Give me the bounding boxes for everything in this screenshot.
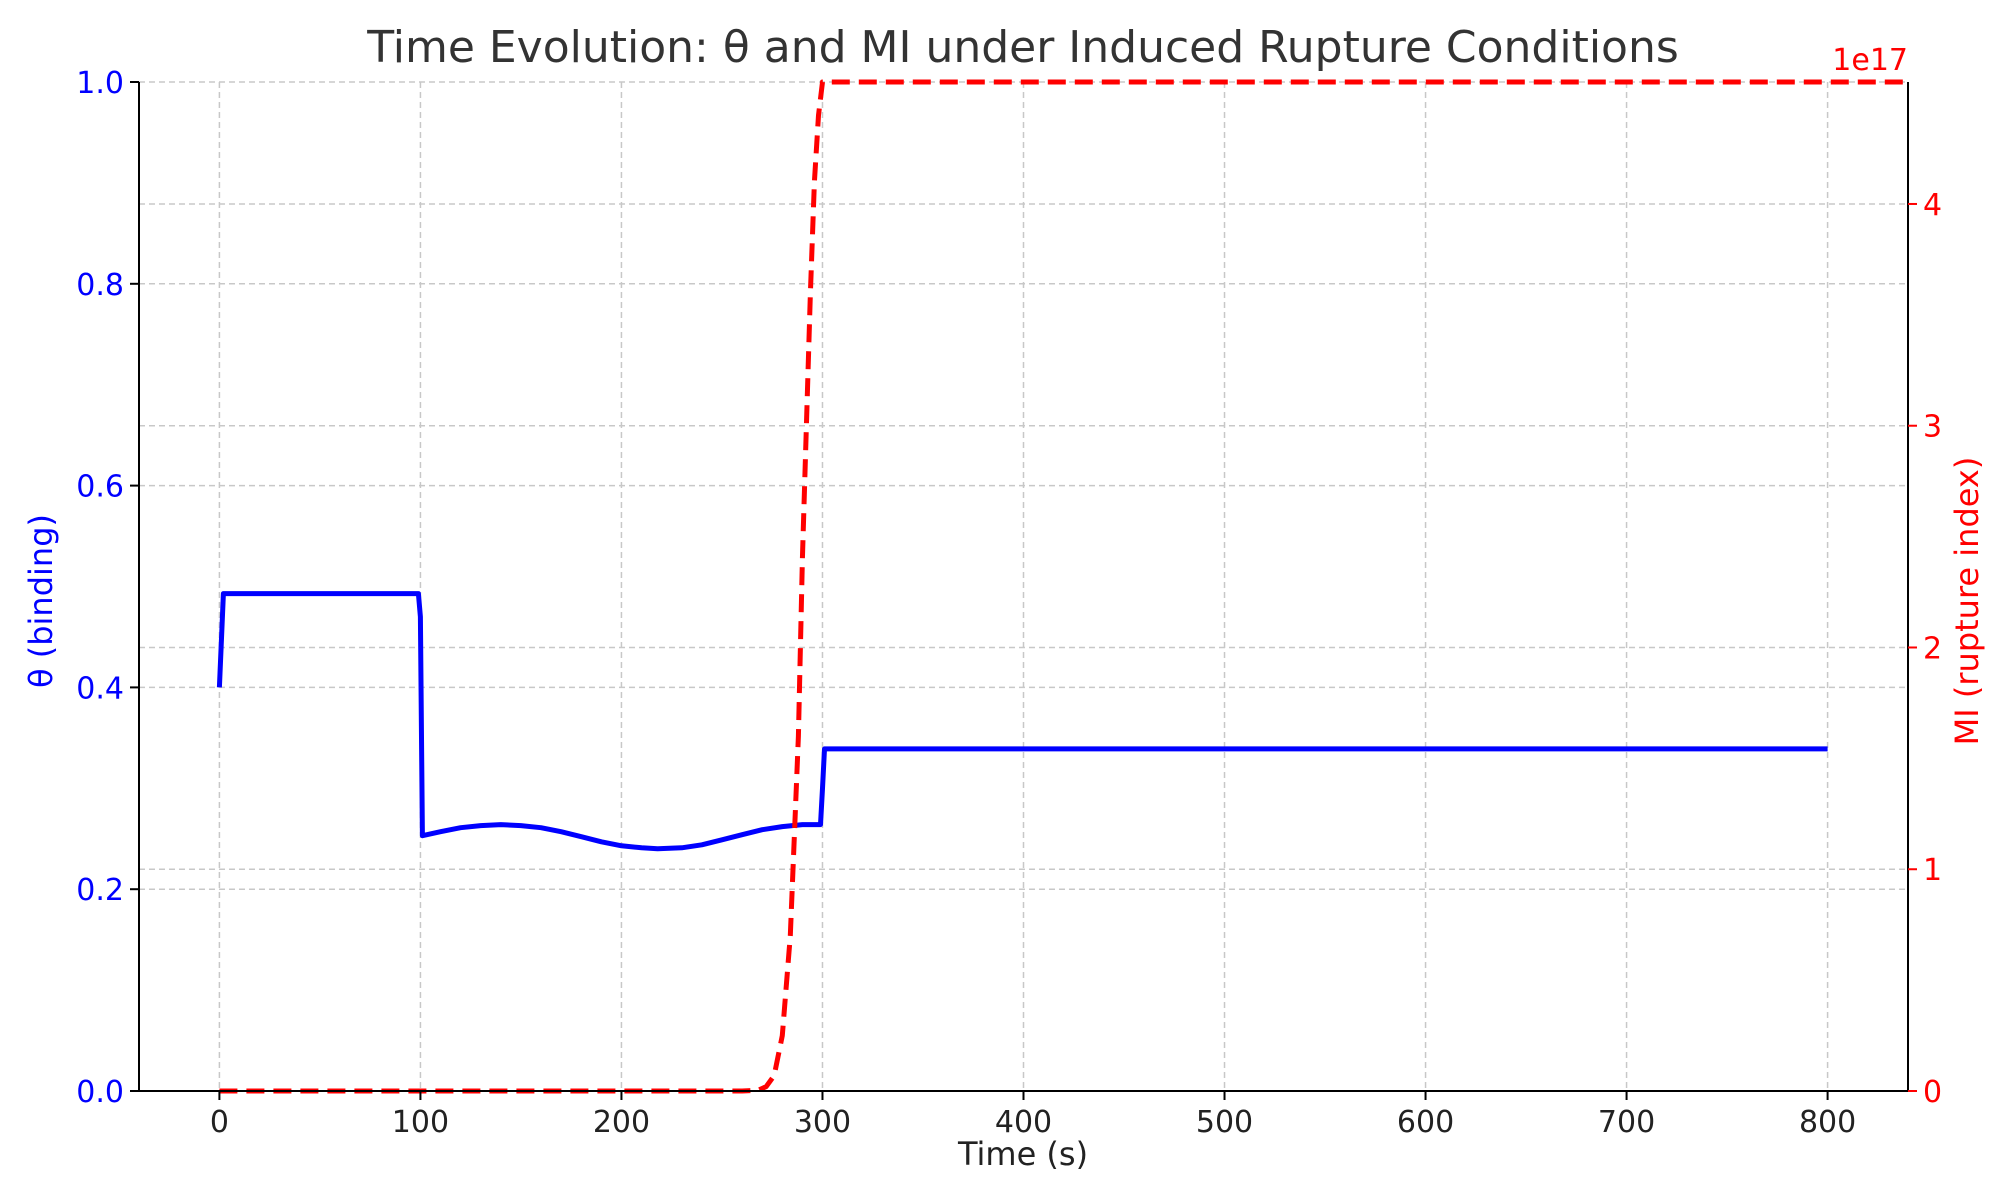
y-left-tick-label: 0.0: [76, 1075, 124, 1110]
y-left-tick-label: 0.8: [76, 268, 124, 303]
x-tick-label: 400: [995, 1105, 1052, 1140]
y-axis-right-label: MI (rupture index): [1948, 457, 1986, 746]
y-right-tick-label: 2: [1923, 631, 1942, 666]
x-tick-label: 0: [210, 1105, 229, 1140]
y-left-tick-label: 0.2: [76, 873, 124, 908]
x-axis-label: Time (s): [957, 1135, 1088, 1173]
x-tick-label: 800: [1799, 1105, 1856, 1140]
y-right-tick-label: 0: [1923, 1075, 1942, 1110]
series-layer: [216, 79, 1908, 1094]
y-right-tick-label: 4: [1923, 188, 1942, 223]
x-tick-label: 100: [392, 1105, 449, 1140]
x-tick-label: 300: [794, 1105, 851, 1140]
y-right-tick-label: 3: [1923, 410, 1942, 445]
right-axis-multiplier: 1e17: [1832, 43, 1908, 78]
chart-title: Time Evolution: θ and MI under Induced R…: [366, 22, 1679, 73]
series-line-mi: [219, 79, 1908, 1094]
ticks: 0 100 200 300 400 500 600 700 800 0.0 0.2 0.4 0.6 0.8…: [76, 66, 1942, 1140]
y-left-tick-label: 0.6: [76, 470, 124, 505]
y-axis-left-label: θ (binding): [22, 514, 60, 688]
x-tick-label: 700: [1598, 1105, 1655, 1140]
x-tick-label: 600: [1397, 1105, 1454, 1140]
series-line-theta: [216, 591, 1828, 852]
y-right-tick-label: 1: [1923, 853, 1942, 888]
y-left-tick-label: 1.0: [76, 66, 124, 101]
x-tick-label: 200: [593, 1105, 650, 1140]
x-tick-label: 500: [1196, 1105, 1253, 1140]
y-left-tick-label: 0.4: [76, 671, 124, 706]
